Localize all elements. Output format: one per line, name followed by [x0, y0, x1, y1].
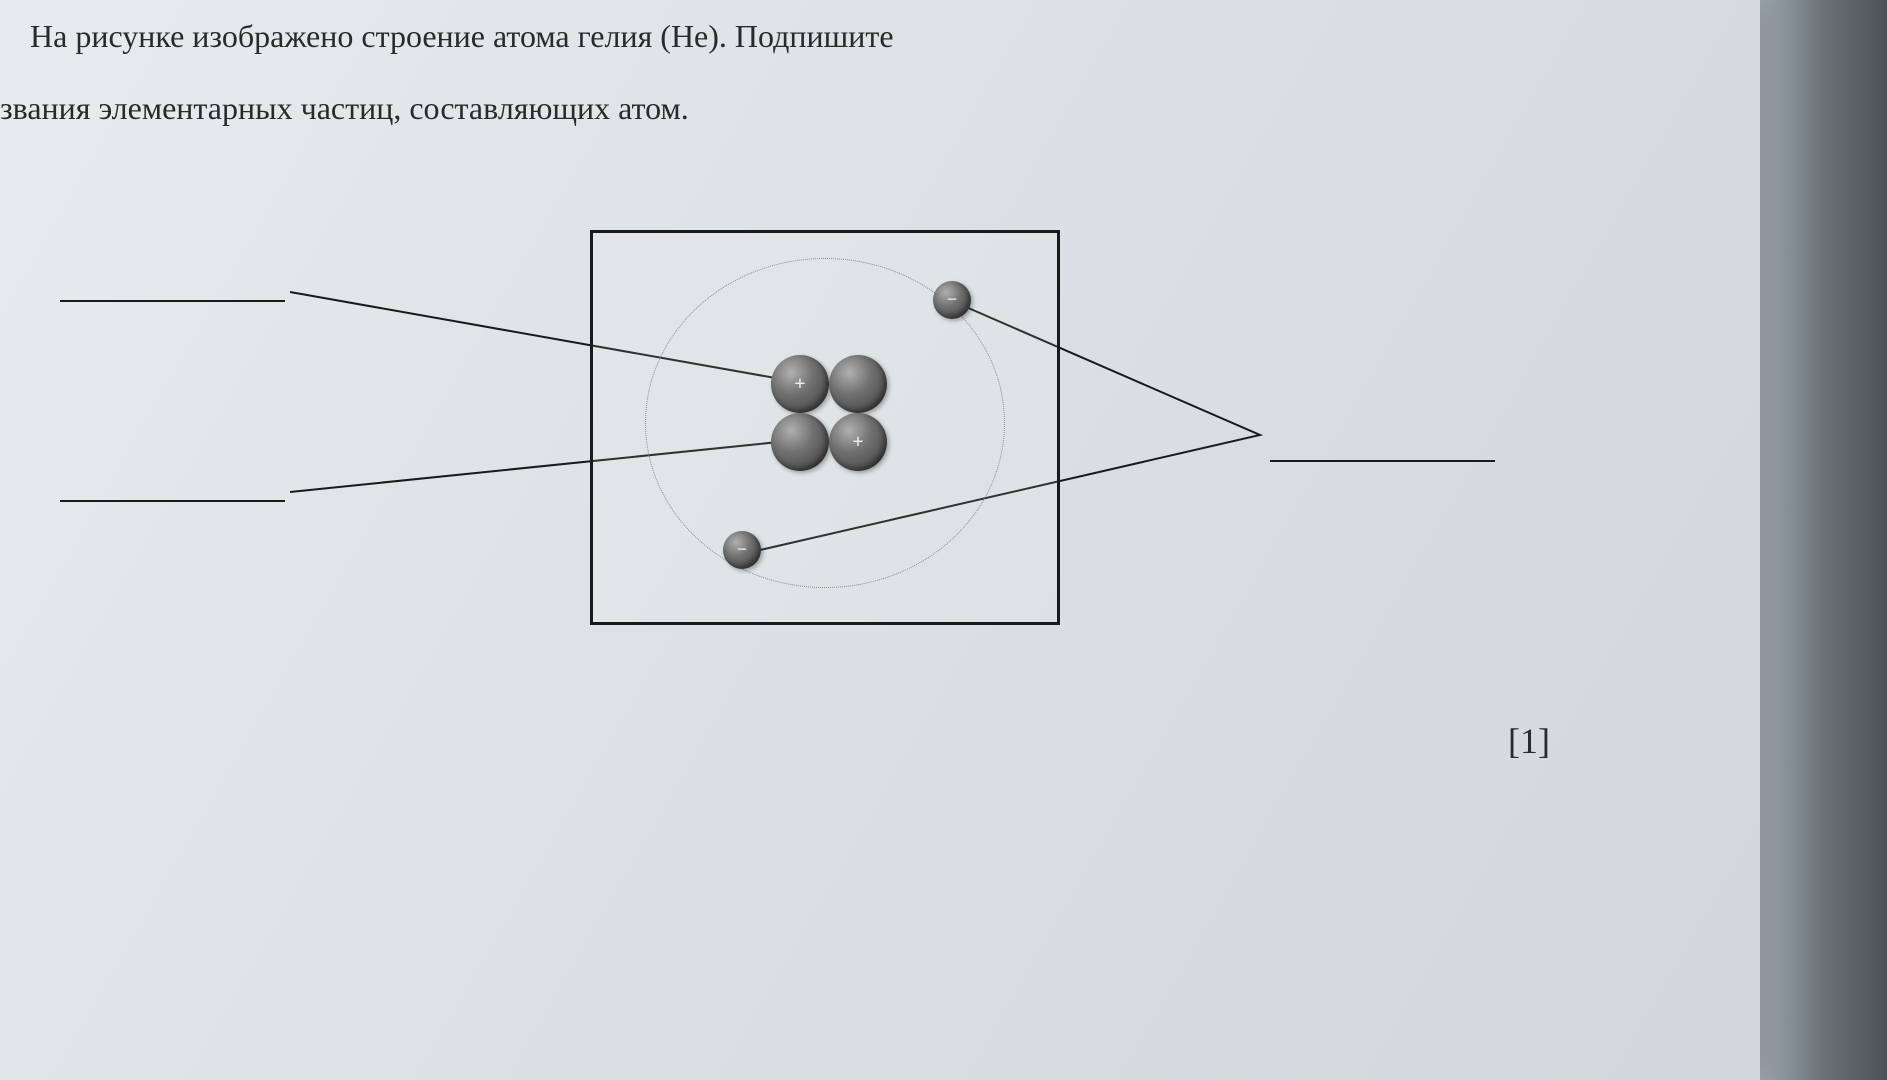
electron-1: − [933, 281, 971, 319]
plus-icon: + [794, 374, 805, 394]
table-edge-shadow [1760, 0, 1887, 1080]
neutron-2 [771, 413, 829, 471]
electron-2: − [723, 531, 761, 569]
atom-diagram-box: + + − − [590, 230, 1060, 625]
worksheet-paper: На рисунке изображено строение атома гел… [0, 0, 1760, 1080]
score-marker: [1] [1508, 720, 1550, 762]
plus-icon: + [852, 432, 863, 452]
minus-icon: − [947, 290, 957, 308]
neutron-1 [829, 355, 887, 413]
minus-icon: − [737, 540, 747, 558]
proton-2: + [829, 413, 887, 471]
proton-1: + [771, 355, 829, 413]
